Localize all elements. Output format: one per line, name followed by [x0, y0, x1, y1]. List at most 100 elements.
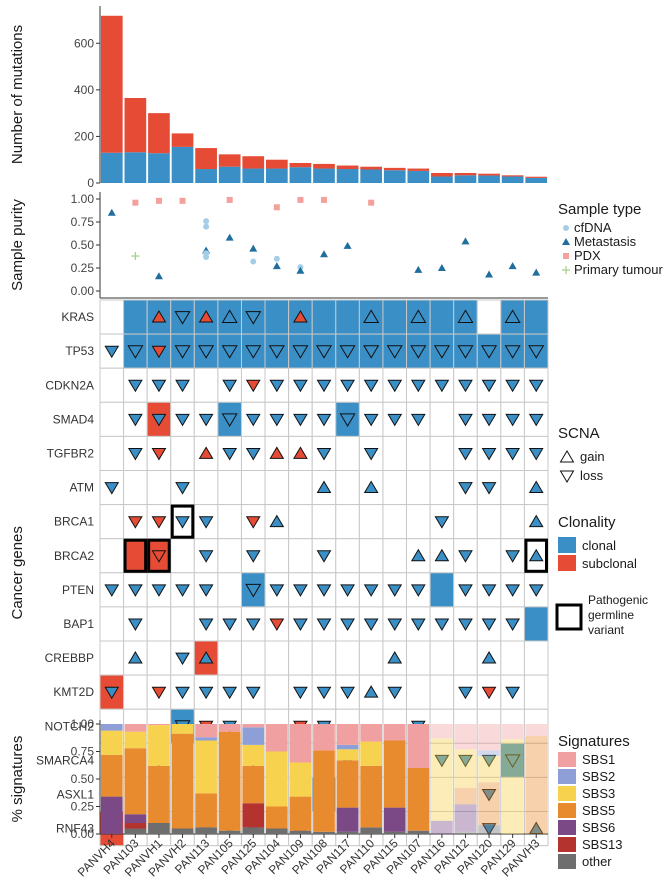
purity-point: [154, 272, 163, 280]
legend-swatch: [558, 752, 576, 767]
signature-bar: [501, 724, 524, 740]
signature-bar: [336, 744, 359, 750]
heatmap-cell: [476, 504, 502, 540]
purity-point: [485, 270, 494, 278]
loss-marker: [316, 584, 332, 597]
mutation-bar: [501, 176, 524, 183]
mutation-bar: [218, 166, 241, 183]
legend-title: SCNA: [558, 425, 600, 442]
heatmap-cell: [429, 640, 455, 676]
signature-bar: [124, 828, 147, 834]
y-tick-label: 0.75: [71, 215, 95, 229]
signature-bar: [289, 830, 312, 834]
y-tick-label: 0.00: [71, 284, 95, 298]
loss-marker: [316, 618, 332, 631]
signature-bar: [478, 755, 500, 783]
signature-bar: [242, 803, 265, 828]
loss-marker: [481, 789, 497, 802]
loss-marker: [458, 754, 473, 768]
heatmap-cell: [429, 674, 455, 710]
loss-marker: [127, 345, 144, 359]
y-tick-label: 0.75: [71, 745, 95, 759]
loss-marker: [339, 345, 356, 359]
loss-marker: [174, 345, 191, 359]
mutation-bar: [431, 172, 453, 177]
heatmap-cell: [335, 640, 360, 676]
signature-bar: [360, 765, 383, 828]
loss-marker: [481, 686, 497, 700]
loss-marker: [269, 413, 285, 427]
loss-marker: [433, 345, 450, 359]
loss-marker: [363, 618, 379, 631]
y-tick-label: 0.00: [71, 827, 95, 841]
purity-point: [107, 208, 116, 216]
loss-marker: [293, 584, 308, 597]
purity-point: [203, 218, 210, 225]
germline-box: [524, 538, 549, 573]
heatmap-cell: [170, 299, 195, 335]
heatmap-cell: [170, 538, 195, 574]
gain-marker: [198, 446, 214, 459]
signature-bar: [124, 814, 147, 823]
gene-label: CDKN2A: [45, 378, 94, 392]
signature-bar: [431, 820, 453, 834]
loss-marker: [505, 413, 521, 427]
signature-bar: [431, 738, 453, 821]
loss-marker: [504, 754, 521, 768]
loss-marker: [198, 550, 214, 563]
purity-point: [249, 244, 258, 252]
heatmap-cell: [193, 367, 219, 403]
loss-marker: [127, 413, 143, 427]
purity-point: [226, 196, 233, 203]
mutation-bar: [171, 146, 194, 183]
gain-marker: [198, 310, 214, 323]
loss-marker: [293, 379, 308, 393]
gene-label: RNF43: [56, 822, 94, 836]
signature-bar: [454, 749, 477, 788]
heatmap-cell: [311, 640, 337, 676]
heatmap-cell: [429, 470, 455, 506]
y-axis-title: Cancer genes: [9, 526, 26, 619]
legend-label: germline: [588, 608, 634, 622]
y-tick-label: 600: [74, 36, 94, 50]
loss-marker: [363, 413, 379, 427]
heatmap-cell: [264, 470, 290, 506]
legend-label: loss: [580, 468, 604, 483]
heatmap-cell: [193, 333, 219, 369]
signature-bar: [336, 749, 359, 761]
heatmap-cell: [382, 538, 408, 574]
y-tick-label: 0: [87, 176, 94, 190]
loss-marker: [127, 516, 143, 529]
purity-point: [437, 264, 446, 271]
heatmap-cell: [453, 504, 478, 540]
loss-marker: [363, 345, 380, 359]
signature-bar: [124, 731, 147, 749]
signature-bar: [242, 827, 265, 834]
heatmap-cell: [170, 435, 195, 471]
loss-marker: [245, 686, 261, 700]
loss-marker: [434, 516, 450, 529]
legend-label: SBS2: [582, 769, 615, 784]
signature-bar: [218, 731, 241, 831]
legend-swatch: [563, 253, 569, 259]
signature-bar: [195, 827, 217, 834]
loss-marker: [222, 618, 238, 631]
gain-marker: [269, 514, 285, 528]
loss-marker: [245, 448, 261, 461]
loss-marker: [481, 345, 498, 359]
loss-marker: [175, 413, 190, 427]
loss-marker: [481, 584, 497, 597]
purity-point: [203, 253, 210, 260]
loss-marker: [386, 345, 403, 359]
legend-swatch: [558, 803, 576, 818]
loss-marker: [434, 618, 450, 631]
mutation-bar: [454, 172, 477, 176]
loss-marker: [387, 584, 403, 597]
loss-marker: [221, 413, 238, 427]
legend-label: variant: [588, 623, 625, 637]
signature-bar: [289, 724, 312, 763]
loss-marker: [528, 584, 544, 597]
signature-bar: [242, 765, 265, 804]
loss-marker: [458, 413, 473, 427]
heatmap-cell: [358, 333, 384, 369]
